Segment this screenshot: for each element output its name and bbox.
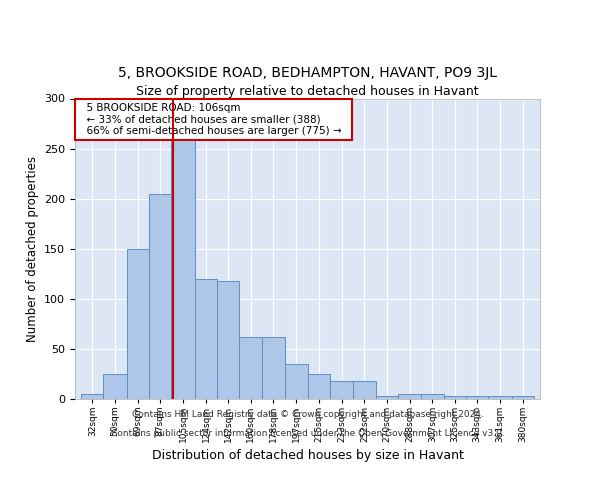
X-axis label: Distribution of detached houses by size in Havant: Distribution of detached houses by size … [152, 449, 463, 462]
Bar [239, 336, 262, 399]
Bar [81, 394, 103, 399]
Y-axis label: Number of detached properties: Number of detached properties [26, 156, 38, 342]
Bar [330, 381, 353, 399]
Bar [421, 394, 443, 399]
Bar [308, 374, 330, 399]
Text: 5, BROOKSIDE ROAD, BEDHAMPTON, HAVANT, PO9 3JL: 5, BROOKSIDE ROAD, BEDHAMPTON, HAVANT, P… [118, 66, 497, 80]
Bar [285, 364, 308, 399]
Text: 5 BROOKSIDE ROAD: 106sqm  
  ← 33% of detached houses are smaller (388)  
  66% : 5 BROOKSIDE ROAD: 106sqm ← 33% of detach… [80, 103, 348, 136]
Bar [512, 396, 534, 399]
Bar [195, 278, 217, 399]
Bar [149, 194, 172, 399]
Bar [353, 381, 376, 399]
Bar [217, 280, 239, 399]
Bar [127, 248, 149, 399]
Text: Size of property relative to detached houses in Havant: Size of property relative to detached ho… [136, 85, 479, 98]
Text: Contains public sector information licensed under the Open Government Licence v3: Contains public sector information licen… [110, 429, 505, 438]
Bar [262, 336, 285, 399]
Bar [103, 374, 127, 399]
Bar [466, 396, 488, 399]
Bar [172, 134, 195, 399]
Bar [443, 396, 466, 399]
Text: Contains HM Land Registry data © Crown copyright and database right 2024.: Contains HM Land Registry data © Crown c… [131, 410, 484, 420]
Bar [376, 396, 398, 399]
Bar [488, 396, 512, 399]
Bar [398, 394, 421, 399]
